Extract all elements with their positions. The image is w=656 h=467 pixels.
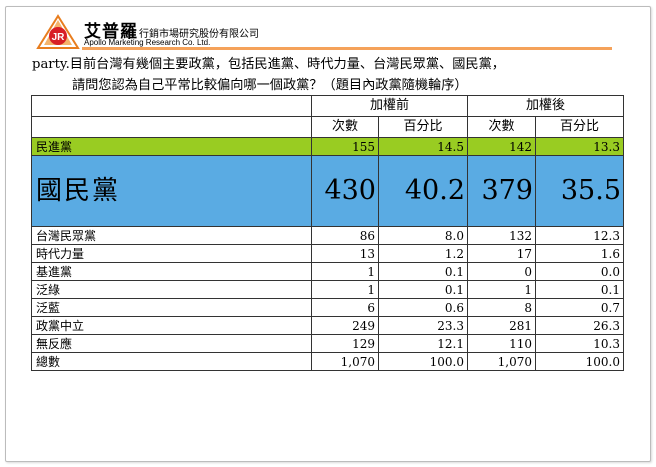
count-before: 1,070	[311, 352, 379, 371]
row-label: 民進黨	[31, 137, 312, 156]
question-text: party.目前台灣有幾個主要政黨，包括民進黨、時代力量、台灣民眾黨、國民黨， …	[32, 54, 632, 96]
percent-after: 10.3	[535, 334, 624, 353]
count-after: 110	[467, 334, 536, 353]
header-percent-after: 百分比	[535, 116, 624, 138]
count-after: 0	[467, 262, 536, 281]
row-label: 無反應	[31, 334, 312, 353]
percent-before: 40.2	[378, 155, 468, 227]
percent-after: 12.3	[535, 226, 624, 245]
percent-before: 1.2	[378, 244, 468, 263]
row-label: 泛藍	[31, 298, 312, 317]
count-after: 17	[467, 244, 536, 263]
results-table: 加權前 加權後 次數 百分比 次數 百分比 民進黨 155 14.5 142 1…	[31, 95, 624, 371]
percent-before: 8.0	[378, 226, 468, 245]
table-row: 民進黨 155 14.5 142 13.3	[31, 137, 624, 156]
slide-frame	[5, 6, 651, 462]
row-label: 國民黨	[31, 155, 312, 227]
table-row: 國民黨 430 40.2 379 35.5	[31, 155, 624, 227]
count-before: 155	[311, 137, 379, 156]
company-logo-icon: JR	[36, 14, 80, 49]
header-weighted-before: 加權前	[311, 95, 468, 117]
percent-after: 0.0	[535, 262, 624, 281]
count-after: 8	[467, 298, 536, 317]
percent-before: 100.0	[378, 352, 468, 371]
percent-before: 12.1	[378, 334, 468, 353]
row-label: 時代力量	[31, 244, 312, 263]
percent-after: 0.1	[535, 280, 624, 299]
header-weighted-after: 加權後	[467, 95, 624, 117]
company-name-cn-small: 行銷市場研究股份有限公司	[139, 29, 259, 40]
table-row: 泛藍 6 0.6 8 0.7	[31, 298, 624, 317]
count-after: 1,070	[467, 352, 536, 371]
company-name-en: Apollo Marketing Research Co. Ltd.	[84, 38, 211, 47]
company-name-cn: 艾普羅行銷市場研究股份有限公司	[84, 17, 259, 42]
count-before: 6	[311, 298, 379, 317]
table-row: 無反應 129 12.1 110 10.3	[31, 334, 624, 353]
table-header-group-row: 加權前 加權後	[31, 95, 624, 117]
header-count-after: 次數	[467, 116, 536, 138]
table-row: 時代力量 13 1.2 17 1.6	[31, 244, 624, 263]
row-label: 泛綠	[31, 280, 312, 299]
count-before: 249	[311, 316, 379, 335]
count-after: 142	[467, 137, 536, 156]
question-line-2: 請問您認為自己平常比較偏向哪一個政黨？（題目內政黨隨機輪序）	[72, 78, 468, 93]
percent-after: 13.3	[535, 137, 624, 156]
header-accent-bar	[82, 47, 612, 50]
header-blank	[31, 116, 312, 138]
count-before: 86	[311, 226, 379, 245]
percent-after: 100.0	[535, 352, 624, 371]
count-after: 379	[467, 155, 536, 227]
table-row: 基進黨 1 0.1 0 0.0	[31, 262, 624, 281]
company-name-cn-main: 艾普羅	[84, 22, 138, 42]
percent-after: 0.7	[535, 298, 624, 317]
percent-before: 23.3	[378, 316, 468, 335]
count-before: 13	[311, 244, 379, 263]
count-before: 129	[311, 334, 379, 353]
percent-after: 26.3	[535, 316, 624, 335]
logo-letters: JR	[52, 32, 66, 43]
row-label: 政黨中立	[31, 316, 312, 335]
percent-before: 14.5	[378, 137, 468, 156]
count-before: 1	[311, 262, 379, 281]
percent-before: 0.1	[378, 262, 468, 281]
count-after: 132	[467, 226, 536, 245]
percent-after: 1.6	[535, 244, 624, 263]
table-row: 政黨中立 249 23.3 281 26.3	[31, 316, 624, 335]
row-label: 基進黨	[31, 262, 312, 281]
header-percent-before: 百分比	[378, 116, 468, 138]
count-after: 281	[467, 316, 536, 335]
count-before: 1	[311, 280, 379, 299]
percent-before: 0.6	[378, 298, 468, 317]
percent-before: 0.1	[378, 280, 468, 299]
table-row-total: 總數 1,070 100.0 1,070 100.0	[31, 352, 624, 371]
question-line-1: party.目前台灣有幾個主要政黨，包括民進黨、時代力量、台灣民眾黨、國民黨，	[32, 57, 505, 72]
percent-after: 35.5	[535, 155, 624, 227]
row-label: 總數	[31, 352, 312, 371]
row-label: 台灣民眾黨	[31, 226, 312, 245]
count-after: 1	[467, 280, 536, 299]
count-before: 430	[311, 155, 379, 227]
table-row: 台灣民眾黨 86 8.0 132 12.3	[31, 226, 624, 245]
table-header-column-row: 次數 百分比 次數 百分比	[31, 116, 624, 138]
header-count-before: 次數	[311, 116, 379, 138]
table-row: 泛綠 1 0.1 1 0.1	[31, 280, 624, 299]
header-blank	[31, 95, 312, 117]
